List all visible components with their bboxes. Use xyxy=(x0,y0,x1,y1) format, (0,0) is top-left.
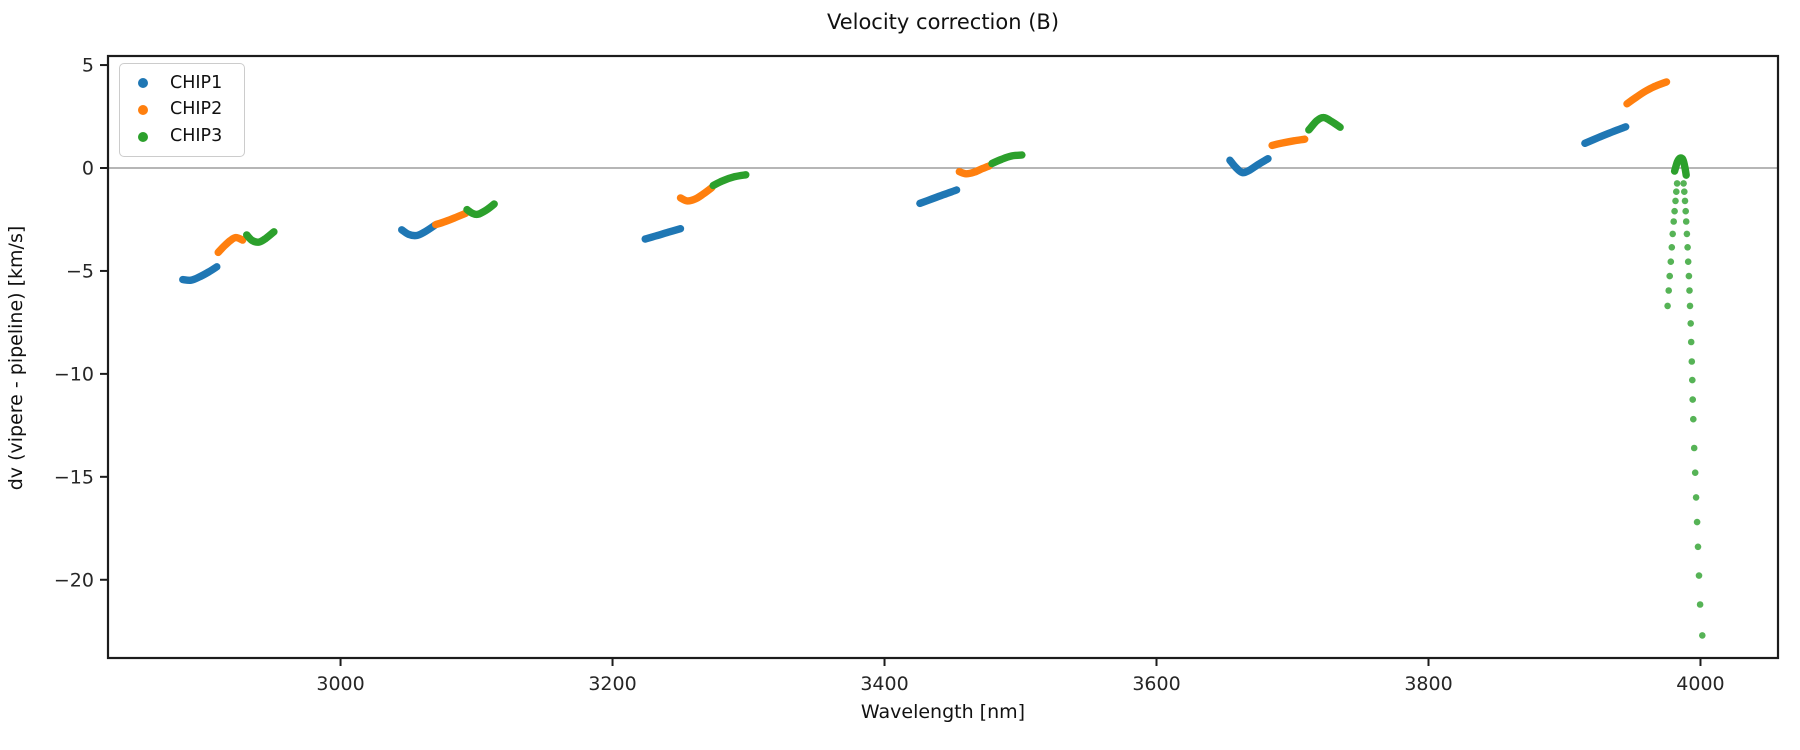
series-point-chip3 xyxy=(1695,572,1703,579)
y-tick-label: −5 xyxy=(66,260,94,282)
series-point-chip3 xyxy=(1684,244,1691,251)
chart-title: Velocity correction (B) xyxy=(826,10,1060,34)
series-point-chip3 xyxy=(1681,197,1689,205)
series-point-chip3 xyxy=(1671,207,1678,215)
series-point-chip3 xyxy=(1689,376,1696,384)
series-segment-chip2 xyxy=(1623,78,1671,108)
x-tick-label: 4000 xyxy=(1676,673,1724,695)
series-point-chip3 xyxy=(1690,415,1697,423)
y-tick-label: 5 xyxy=(82,55,94,77)
y-tick-label: −10 xyxy=(54,363,94,385)
series-point-chip3 xyxy=(1693,518,1701,526)
series-point-chip3 xyxy=(1699,632,1706,639)
legend-entry-chip2: CHIP2 xyxy=(120,97,244,123)
series-point-chip3 xyxy=(1684,258,1692,266)
series-point-chip3 xyxy=(1681,188,1688,195)
series-segment-chip3 xyxy=(463,200,498,219)
series-segment-chip2 xyxy=(955,162,993,178)
series-point-chip3 xyxy=(1683,230,1691,238)
series-point-chip3 xyxy=(1687,338,1695,346)
series-point-chip3 xyxy=(1690,444,1698,452)
y-tick-label: −15 xyxy=(54,466,94,488)
series-point-chip3 xyxy=(1672,197,1679,205)
series-point-chip3 xyxy=(1668,244,1676,251)
series-point-chip3 xyxy=(1669,230,1676,238)
y-tick-label: −20 xyxy=(54,569,94,591)
series-point-chip3 xyxy=(1688,358,1696,365)
series-point-chip3 xyxy=(1664,302,1671,310)
series-point-chip3 xyxy=(1687,320,1694,327)
series-segment-chip2 xyxy=(676,183,716,205)
series-segment-chip1 xyxy=(916,186,961,208)
series-segment-chip1 xyxy=(1581,123,1630,147)
series-point-chip3 xyxy=(1666,272,1673,280)
legend-marker-icon xyxy=(138,78,148,89)
series-point-chip3 xyxy=(1665,287,1672,294)
legend-marker-icon xyxy=(138,131,148,142)
series-segment-chip2 xyxy=(214,233,247,257)
legend-marker-icon xyxy=(138,104,148,115)
x-tick-label: 3000 xyxy=(316,673,364,695)
legend-label: CHIP3 xyxy=(170,125,223,146)
series-point-chip3 xyxy=(1667,258,1675,266)
series-segment-chip1 xyxy=(179,263,221,284)
x-tick-label: 3600 xyxy=(1132,673,1180,695)
series-segment-chip2 xyxy=(1268,135,1309,150)
series-segment-chip1 xyxy=(398,221,439,240)
series-segment-chip3 xyxy=(1670,154,1690,179)
series-point-chip3 xyxy=(1673,180,1681,187)
series-point-chip3 xyxy=(1694,543,1702,551)
series-point-chip3 xyxy=(1685,272,1693,280)
series-point-chip3 xyxy=(1682,207,1689,215)
series-point-chip3 xyxy=(1680,180,1687,187)
series-point-chip3 xyxy=(1691,469,1699,477)
series-segment-chip3 xyxy=(988,151,1026,168)
series-segment-chip2 xyxy=(432,209,470,229)
legend: CHIP1 CHIP2 CHIP3 xyxy=(119,63,245,157)
series-point-chip3 xyxy=(1686,287,1693,294)
series-segment-chip1 xyxy=(641,225,685,243)
x-tick-label: 3800 xyxy=(1404,673,1452,695)
series-segment-chip3 xyxy=(243,228,278,246)
series-point-chip3 xyxy=(1692,494,1700,501)
legend-label: CHIP2 xyxy=(170,99,223,120)
series-segment-chip3 xyxy=(709,171,750,190)
legend-entry-chip3: CHIP3 xyxy=(120,124,244,150)
y-tick-label: 0 xyxy=(82,158,94,180)
axes-spines xyxy=(106,54,1780,660)
x-tick-label: 3400 xyxy=(860,673,908,695)
series-point-chip3 xyxy=(1696,601,1704,608)
series-point-chip3 xyxy=(1673,188,1680,195)
series-segment-chip3 xyxy=(1305,113,1344,134)
series-point-chip3 xyxy=(1670,218,1677,225)
series-point-chip3 xyxy=(1689,396,1696,403)
legend-label: CHIP1 xyxy=(170,72,223,93)
x-tick-label: 3200 xyxy=(588,673,636,695)
x-axis-label: Wavelength [nm] xyxy=(860,701,1026,723)
series-point-chip3 xyxy=(1686,302,1694,310)
y-axis-label: dv (vipere - pipeline) [km/s] xyxy=(5,225,27,491)
series-point-chip3 xyxy=(1682,218,1690,225)
series-segment-chip1 xyxy=(1226,155,1272,177)
legend-entry-chip1: CHIP1 xyxy=(120,70,244,96)
